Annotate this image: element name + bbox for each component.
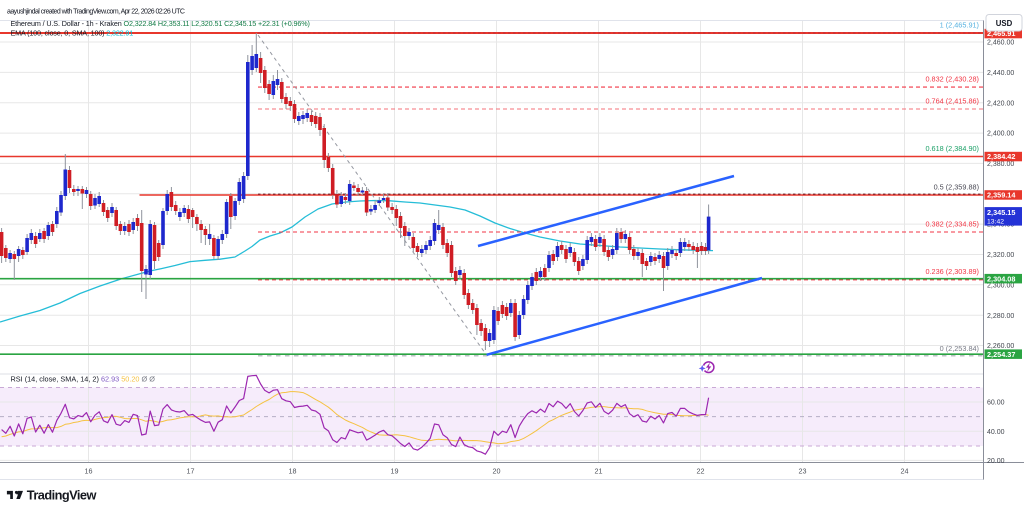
svg-text:EMA (100, close, 0, SMA, 100): EMA (100, close, 0, SMA, 100) 2,322.91 [11,29,134,38]
svg-text:USD: USD [996,19,1013,28]
svg-text:21: 21 [595,467,603,476]
svg-text:0.832 (2,430.28): 0.832 (2,430.28) [925,75,979,84]
svg-text:2,420.00: 2,420.00 [987,100,1014,107]
svg-text:2,254.37: 2,254.37 [987,350,1015,359]
svg-text:2,384.42: 2,384.42 [987,152,1015,161]
svg-text:0.618 (2,384.90): 0.618 (2,384.90) [925,144,979,153]
svg-text:2,440.00: 2,440.00 [987,70,1014,77]
svg-text:0.764 (2,415.86): 0.764 (2,415.86) [925,97,979,106]
svg-text:0 (2,253.84): 0 (2,253.84) [940,344,979,353]
svg-text:2,260.00: 2,260.00 [987,343,1014,350]
svg-text:0.236 (2,303.89): 0.236 (2,303.89) [925,267,979,276]
svg-text:17: 17 [187,467,195,476]
svg-text:2,359.14: 2,359.14 [987,191,1016,200]
svg-text:1 (2,465.91): 1 (2,465.91) [940,20,979,29]
svg-text:24: 24 [901,467,909,476]
svg-text:16: 16 [85,467,93,476]
svg-text:2,465.91: 2,465.91 [987,29,1015,38]
svg-text:2,304.08: 2,304.08 [987,274,1015,283]
svg-text:18: 18 [289,467,297,476]
svg-text:13:42: 13:42 [987,219,1004,226]
svg-text:2,300.00: 2,300.00 [987,282,1014,289]
svg-text:2,460.00: 2,460.00 [987,40,1014,47]
svg-text:Ethereum / U.S. Dollar - 1h -: Ethereum / U.S. Dollar - 1h - Kraken O2,… [11,19,310,28]
svg-text:2,345.15: 2,345.15 [987,208,1015,217]
svg-text:2,320.00: 2,320.00 [987,252,1014,259]
svg-text:20.00: 20.00 [987,458,1005,465]
svg-text:20: 20 [493,467,501,476]
svg-text:RSI (14, close, SMA, 14, 2) 62: RSI (14, close, SMA, 14, 2) 62.93 50.20 … [11,374,156,383]
svg-text:2,380.00: 2,380.00 [987,161,1014,168]
svg-text:23: 23 [799,467,807,476]
svg-text:22: 22 [697,467,705,476]
svg-text:aayushjindal created with Trad: aayushjindal created with TradingView.co… [7,9,185,16]
svg-text:60.00: 60.00 [987,400,1005,407]
svg-text:2,400.00: 2,400.00 [987,131,1014,138]
svg-text:19: 19 [391,467,399,476]
svg-text:2,280.00: 2,280.00 [987,313,1014,320]
svg-text:0.382 (2,334.85): 0.382 (2,334.85) [925,220,979,229]
svg-text:40.00: 40.00 [987,429,1005,436]
svg-text:0.5 (2,359.88): 0.5 (2,359.88) [934,183,979,192]
svg-text:TradingView: TradingView [27,488,97,503]
